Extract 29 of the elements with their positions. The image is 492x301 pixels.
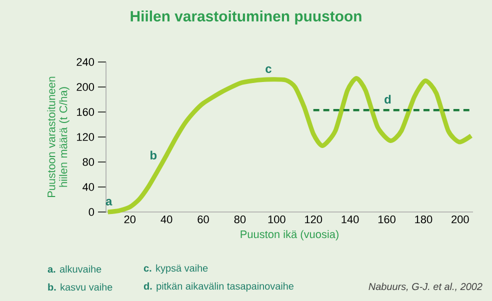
x-tick-label: 180 <box>415 216 432 224</box>
x-tick-label: 100 <box>268 216 286 224</box>
text: Nabuurs, G-J. et al., 2002 <box>368 282 482 292</box>
y-tick-label: 240 <box>76 58 94 66</box>
y-tick-label: 80 <box>82 158 94 166</box>
y-tick-label: 40 <box>82 183 94 191</box>
y-tick-label: 200 <box>76 83 94 91</box>
annotation: b <box>150 150 157 160</box>
x-tick-label: 20 <box>124 216 136 224</box>
x-tick-label: 200 <box>452 216 469 224</box>
x-tick-label: 60 <box>198 216 209 224</box>
text: b. kasvu vaihe <box>48 283 112 291</box>
y-axis-title: Puustoon varastoituneen hiilen määrä (t C/ha) <box>47 76 70 198</box>
text: c. kypsä vaihe <box>144 264 208 274</box>
x-tick-label: 140 <box>342 216 359 224</box>
text: a. alkuvaihe <box>48 265 102 273</box>
x-tick-label: 120 <box>305 216 322 224</box>
y-tick-label: 160 <box>77 108 94 116</box>
chart-title: Hiilen varastoituminen puustoon <box>130 10 362 24</box>
x-axis-title: Puuston ikä (vuosia) <box>240 230 338 240</box>
text: d. pitkän aikavälin tasapainovaihe <box>144 282 294 292</box>
x-tick-label: 40 <box>160 216 172 224</box>
annotation: a <box>106 198 112 206</box>
annotation: c <box>266 66 272 73</box>
annotation: d <box>384 94 391 104</box>
y-tick-label: 120 <box>77 133 94 141</box>
x-tick-label: 160 <box>378 216 396 224</box>
y-tick-label: 0 <box>88 208 94 216</box>
x-tick-label: 80 <box>234 216 246 224</box>
